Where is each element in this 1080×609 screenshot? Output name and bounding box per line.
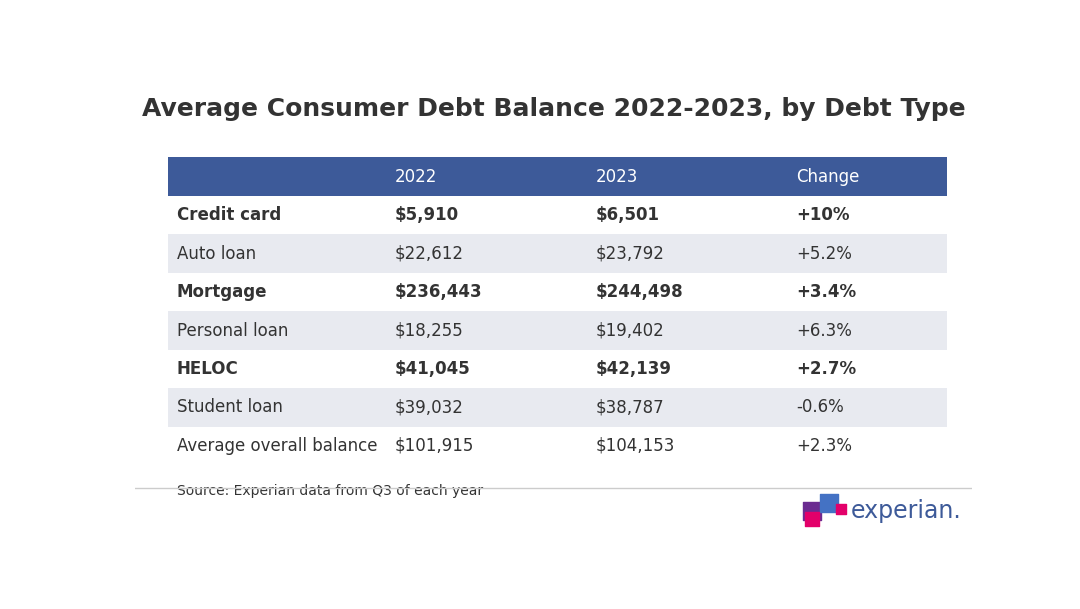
Text: experian.: experian.: [851, 499, 961, 523]
Text: Source: Experian data from Q3 of each year: Source: Experian data from Q3 of each ye…: [177, 484, 483, 498]
Text: $38,787: $38,787: [595, 398, 664, 417]
Text: Average Consumer Debt Balance 2022-2023, by Debt Type: Average Consumer Debt Balance 2022-2023,…: [141, 97, 966, 121]
Text: +2.7%: +2.7%: [796, 360, 856, 378]
Text: -0.6%: -0.6%: [796, 398, 843, 417]
Point: [804, 514, 821, 524]
Text: Credit card: Credit card: [177, 206, 281, 224]
Bar: [168, 273, 947, 311]
Text: $22,612: $22,612: [394, 245, 463, 262]
Point: [832, 504, 849, 513]
Text: Change: Change: [796, 167, 860, 186]
Text: $19,402: $19,402: [595, 322, 664, 340]
Text: $42,139: $42,139: [595, 360, 672, 378]
Point: [804, 505, 821, 515]
Text: +6.3%: +6.3%: [796, 322, 852, 340]
Text: $101,915: $101,915: [394, 437, 474, 455]
Text: 2022: 2022: [394, 167, 436, 186]
Text: Average overall balance: Average overall balance: [177, 437, 377, 455]
Bar: [168, 427, 947, 465]
Text: $18,255: $18,255: [394, 322, 463, 340]
Text: Auto loan: Auto loan: [177, 245, 256, 262]
Bar: [168, 311, 947, 350]
Text: +2.3%: +2.3%: [796, 437, 852, 455]
Point: [820, 498, 837, 508]
Bar: [168, 350, 947, 388]
Text: $244,498: $244,498: [595, 283, 683, 301]
Text: +5.2%: +5.2%: [796, 245, 852, 262]
Bar: [168, 234, 947, 273]
Text: Personal loan: Personal loan: [177, 322, 288, 340]
Text: $6,501: $6,501: [595, 206, 660, 224]
Bar: [168, 158, 947, 196]
Text: $41,045: $41,045: [394, 360, 470, 378]
Text: +10%: +10%: [796, 206, 850, 224]
Bar: [168, 196, 947, 234]
Text: 2023: 2023: [595, 167, 637, 186]
Text: $104,153: $104,153: [595, 437, 675, 455]
Text: $39,032: $39,032: [394, 398, 463, 417]
Text: $23,792: $23,792: [595, 245, 664, 262]
Text: Mortgage: Mortgage: [177, 283, 268, 301]
Text: $236,443: $236,443: [394, 283, 482, 301]
Text: $5,910: $5,910: [394, 206, 459, 224]
Text: HELOC: HELOC: [177, 360, 239, 378]
Bar: [168, 388, 947, 427]
Text: Student loan: Student loan: [177, 398, 283, 417]
Text: +3.4%: +3.4%: [796, 283, 856, 301]
